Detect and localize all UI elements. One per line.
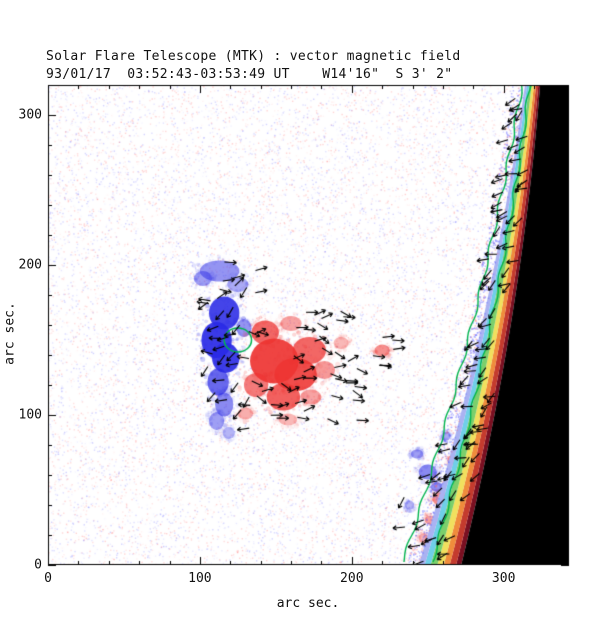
y-tick-label-3: 300 xyxy=(18,107,42,123)
y-tick-label-2: 200 xyxy=(18,257,42,273)
x-tick-label-3: 300 xyxy=(491,571,516,586)
chart-subtitle: 93/01/17 03:52:43-03:53:49 UT W14'16" S … xyxy=(46,67,453,82)
x-axis-label: arc sec. xyxy=(276,596,340,611)
y-axis-label: arc sec. xyxy=(2,302,18,365)
y-tick-label-0: 0 xyxy=(34,557,42,573)
y-tick-label-1: 100 xyxy=(18,407,42,423)
x-tick-label-0: 0 xyxy=(44,571,52,586)
x-tick-label-1: 100 xyxy=(188,571,212,586)
chart-title: Solar Flare Telescope (MTK) : vector mag… xyxy=(46,49,461,64)
x-tick-label-2: 200 xyxy=(340,571,364,586)
